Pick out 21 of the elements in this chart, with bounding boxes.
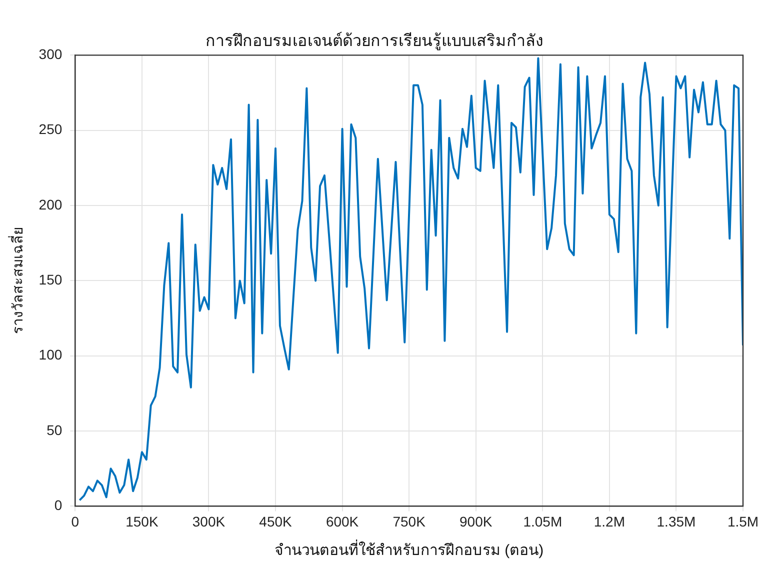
x-tick-label: 150K: [126, 513, 159, 530]
x-axis-title: จำนวนตอนที่ใช้สำหรับการฝึกอบรม (ตอน): [274, 539, 544, 560]
y-tick-label: 250: [38, 121, 62, 138]
x-tick-label: 1.05M: [523, 513, 562, 530]
y-tick-label: 0: [54, 497, 62, 514]
y-tick-label: 50: [46, 422, 62, 438]
y-tick-label: 200: [38, 196, 62, 212]
y-tick-label: 300: [38, 46, 62, 62]
x-tick-label: 1.5M: [727, 513, 759, 530]
chart-title: การฝึกอบรมเอเจนต์ด้วยการเรียนรู้แบบเสริมกำลัง: [206, 31, 544, 52]
x-tick-label: 750K: [392, 513, 426, 530]
x-tick-label: 900K: [460, 513, 493, 530]
x-tick-label: 1.2M: [594, 513, 625, 530]
y-axis-title: รางวัลสะสมเฉลี่ย: [8, 227, 26, 334]
x-tick-label: 300K: [192, 513, 226, 530]
x-tick-label: 0: [71, 513, 80, 530]
x-tick-label: 1.35M: [656, 513, 696, 530]
x-tick-label: 600K: [326, 513, 360, 530]
y-tick-label: 100: [38, 346, 62, 363]
x-tick-label: 450K: [259, 513, 293, 530]
y-tick-label: 150: [38, 272, 62, 288]
